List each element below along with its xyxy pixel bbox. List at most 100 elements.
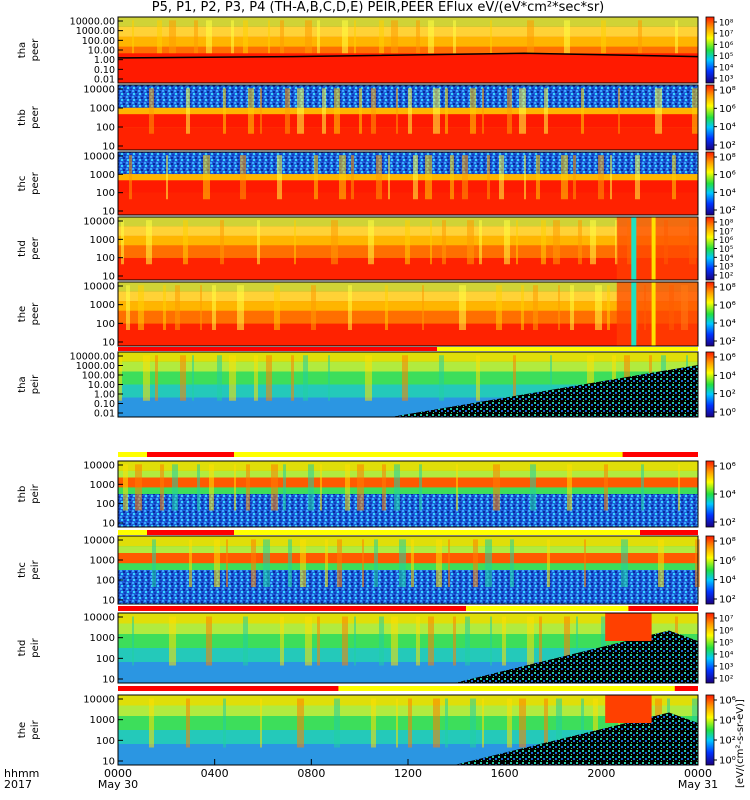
- streak: [149, 698, 154, 748]
- colorbar-tick-label: 10⁸: [719, 537, 736, 548]
- colorbar-tick-label: 10⁶: [719, 301, 736, 312]
- peak-band: [118, 553, 698, 564]
- ylabel-spacecraft: thb: [17, 486, 28, 503]
- streak: [442, 220, 446, 265]
- streak: [601, 20, 606, 67]
- streak: [280, 20, 284, 67]
- flag-segment: [674, 686, 698, 691]
- streak: [155, 355, 158, 401]
- ylabel-spacecraft: the: [17, 722, 28, 738]
- streak: [194, 20, 198, 67]
- ylabel-instrument: peir: [30, 637, 41, 657]
- ytick-label: 10000: [83, 613, 115, 624]
- streak: [197, 464, 200, 511]
- streak: [482, 88, 484, 134]
- energy-band: [118, 17, 698, 27]
- streak: [186, 698, 190, 748]
- ylabel-spacecraft: tha: [17, 42, 28, 58]
- streak: [334, 88, 340, 134]
- streak: [510, 539, 514, 587]
- streak: [368, 220, 374, 265]
- colorbar-tick-label: 10⁶: [719, 170, 736, 181]
- streak: [237, 285, 244, 330]
- streak: [226, 539, 228, 587]
- ylabel-instrument: peer: [30, 302, 41, 326]
- streak: [590, 220, 596, 265]
- colorbar-tick-label: 10²: [719, 272, 733, 282]
- streak: [234, 464, 236, 511]
- streak: [567, 464, 572, 511]
- streak: [456, 464, 458, 511]
- ytick-label: 0.01: [94, 409, 115, 420]
- streak: [152, 539, 156, 587]
- ylabel-instrument: peir: [30, 483, 41, 503]
- colorbar-tick-label: 10⁸: [719, 153, 736, 164]
- ylabel-instrument: peir: [30, 719, 41, 739]
- streak: [365, 355, 372, 401]
- streak: [280, 616, 284, 666]
- streak: [186, 88, 190, 134]
- flag-segment: [118, 347, 437, 351]
- xtick-label: 0800: [297, 767, 325, 780]
- ytick-label: 100: [96, 123, 115, 134]
- colorbar-tick-label: 10⁴: [719, 716, 736, 727]
- panel-thc_peer: thc peer 10000 1000 100 10 10⁸ 10⁶ 10⁴ 10²: [17, 151, 736, 218]
- streak: [394, 464, 400, 511]
- streak: [556, 698, 562, 748]
- streak: [303, 355, 308, 401]
- gap-region: [454, 712, 698, 765]
- streak: [263, 539, 270, 587]
- streak: [183, 220, 188, 265]
- streak: [169, 616, 176, 666]
- streak: [672, 155, 676, 200]
- colorbar-tick-label: 10⁴: [719, 254, 734, 264]
- panel-thb_peer: thb peer 10000 1000 100 10 10⁸ 10⁶ 10⁴ 10²: [17, 84, 736, 153]
- ylabel-spacecraft: thc: [17, 176, 28, 192]
- streak: [328, 355, 330, 401]
- streak: [428, 20, 434, 67]
- energy-band: [118, 461, 698, 471]
- streak: [581, 88, 584, 134]
- colorbar-tick-label: 10⁰: [719, 408, 736, 419]
- colorbar-tick-label: 10²: [719, 141, 736, 152]
- energy-band: [118, 127, 698, 150]
- colorbar: [705, 281, 715, 347]
- ylabel-spacecraft: tha: [17, 376, 28, 392]
- ytick-label: 1.00: [94, 390, 115, 401]
- streak: [499, 155, 504, 200]
- ytick-label: 10000: [83, 85, 115, 96]
- streak: [615, 220, 618, 265]
- ytick-label: 10: [102, 207, 115, 218]
- streak: [240, 155, 246, 200]
- ytick-label: 10: [102, 519, 115, 530]
- streak: [246, 464, 250, 511]
- ytick-label: 10: [102, 272, 115, 283]
- streak: [593, 698, 598, 748]
- colorbar-tick-label: 10⁴: [719, 122, 736, 133]
- streak: [612, 355, 616, 401]
- date-end-label: May 31: [678, 778, 718, 791]
- xtick-label: 1600: [491, 767, 519, 780]
- flag-segment: [147, 530, 234, 535]
- streak: [379, 20, 384, 67]
- streak: [132, 20, 134, 67]
- streak: [513, 355, 516, 401]
- streak: [470, 88, 476, 134]
- panel-tha_peir: tha peir 10000.001000.00100.0010.001.000.1…: [17, 347, 736, 420]
- colorbar: [705, 694, 715, 766]
- streak: [570, 285, 574, 330]
- streak: [149, 88, 154, 134]
- streak: [533, 285, 538, 330]
- streak: [402, 355, 408, 401]
- panel-frame: [117, 612, 699, 684]
- energy-band: [118, 613, 698, 624]
- streak: [359, 88, 362, 134]
- peak-band: [118, 180, 698, 193]
- late-region: [616, 282, 698, 346]
- streak: [123, 464, 128, 511]
- streak: [539, 616, 542, 666]
- streak: [413, 155, 418, 200]
- streak: [203, 155, 210, 200]
- streak: [527, 616, 534, 666]
- streak: [391, 616, 398, 666]
